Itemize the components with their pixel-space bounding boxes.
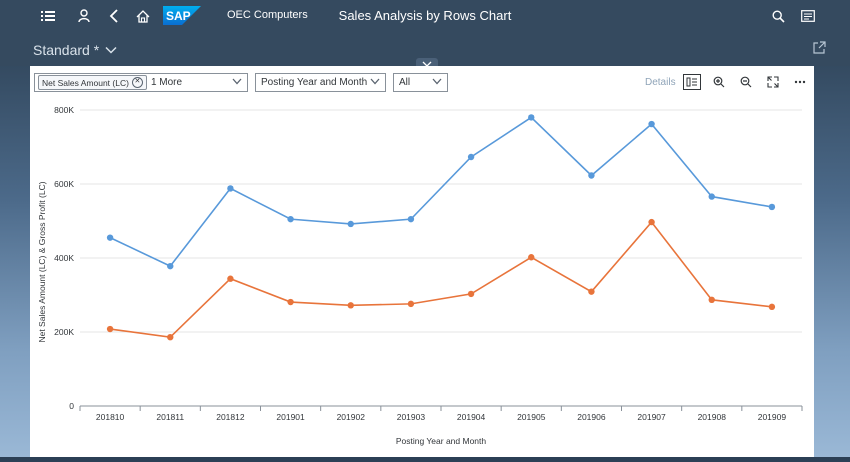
variant-selector[interactable]: Standard *: [33, 42, 117, 58]
data-point: [768, 203, 776, 211]
series-line-1: [109, 116, 773, 268]
x-tick-label: 201906: [577, 412, 606, 422]
data-point: [347, 302, 354, 309]
menu-icon[interactable]: [40, 8, 56, 24]
sap-logo[interactable]: SAP: [163, 6, 201, 25]
company-name: OEC Computers: [227, 9, 308, 21]
data-point: [768, 303, 776, 311]
data-point: [528, 254, 535, 261]
chart-svg: 0 200K 400K 600K 800K 201810 201811 201812 20190…: [37, 105, 803, 446]
data-point: [648, 120, 655, 128]
y-tick-label: 800K: [54, 105, 74, 115]
chevron-down-icon[interactable]: [370, 78, 380, 85]
fullscreen-icon[interactable]: [765, 74, 781, 90]
x-tick-label: 201811: [156, 412, 184, 422]
y-axis-title: Net Sales Amount (LC) & Gross Profit (LC…: [37, 181, 47, 342]
data-point: [467, 153, 475, 161]
dimension-select[interactable]: Posting Year and Month: [255, 73, 386, 92]
back-icon[interactable]: [106, 8, 122, 24]
x-tick-label: 201812: [216, 412, 245, 422]
more-options-icon[interactable]: [792, 74, 808, 90]
data-point: [588, 288, 595, 295]
more-count: 1 More: [150, 77, 183, 88]
y-tick-label: 0: [69, 401, 74, 411]
measures-multiselect[interactable]: Net Sales Amount (LC) ✕ 1 More: [34, 73, 248, 92]
measure-token-label: Net Sales Amount (LC): [42, 77, 129, 88]
y-tick-label: 200K: [54, 327, 74, 337]
svg-text:SAP: SAP: [166, 9, 191, 23]
chevron-down-icon[interactable]: [432, 78, 442, 85]
chart-toolbar: Net Sales Amount (LC) ✕ 1 More Posting Y…: [30, 66, 814, 98]
data-point: [167, 262, 174, 270]
data-point: [708, 296, 715, 304]
dimension-value: Posting Year and Month: [261, 77, 368, 88]
data-point: [407, 300, 415, 308]
data-point: [106, 234, 114, 241]
chevron-down-icon[interactable]: [232, 78, 242, 85]
x-tick-label: 201907: [637, 412, 666, 422]
app-title[interactable]: Sales Analysis by Rows Chart: [338, 8, 512, 23]
notifications-icon[interactable]: [800, 8, 816, 24]
chart-card: Net Sales Amount (LC) ✕ 1 More Posting Y…: [30, 66, 814, 457]
zoom-in-icon[interactable]: [711, 74, 727, 90]
data-point: [528, 114, 535, 121]
user-icon[interactable]: [76, 8, 92, 24]
data-point: [708, 193, 715, 200]
x-tick-label: 201905: [517, 412, 546, 422]
x-tick-label: 201810: [96, 412, 125, 422]
x-tick-label: 201909: [758, 412, 787, 422]
data-point: [167, 333, 174, 341]
remove-token-icon[interactable]: ✕: [131, 77, 143, 88]
x-tick-label: 201903: [397, 412, 426, 422]
x-axis-title: Posting Year and Month: [396, 436, 487, 446]
filter-select[interactable]: All: [393, 73, 448, 92]
details-button[interactable]: Details: [645, 77, 676, 88]
variant-name: Standard *: [33, 42, 100, 58]
zoom-out-icon[interactable]: [738, 74, 754, 90]
filter-value: All: [399, 77, 411, 88]
series-line-2: [109, 220, 773, 339]
x-tick-label: 201904: [457, 412, 486, 422]
data-point: [648, 218, 655, 226]
data-point: [106, 325, 114, 333]
data-point: [467, 290, 475, 298]
legend-toggle-icon[interactable]: [683, 74, 701, 90]
data-point: [588, 172, 595, 179]
x-tick-label: 201901: [276, 412, 305, 422]
share-icon[interactable]: [813, 41, 826, 59]
x-tick-label: 201908: [698, 412, 727, 422]
data-point: [407, 215, 415, 223]
y-tick-label: 400K: [54, 253, 74, 263]
chevron-down-icon: [105, 46, 117, 54]
data-point: [347, 220, 354, 228]
x-tick-label: 201902: [337, 412, 366, 422]
data-point: [287, 215, 294, 223]
shell-bar: SAP OEC Computers Sales Analysis by Rows…: [0, 0, 850, 32]
data-point: [227, 275, 234, 282]
y-tick-label: 600K: [54, 179, 74, 189]
home-icon[interactable]: [135, 8, 151, 24]
data-point: [287, 298, 294, 306]
line-chart: 0 200K 400K 600K 800K 201810 201811 201812 20190…: [30, 98, 814, 457]
measure-token[interactable]: Net Sales Amount (LC) ✕: [38, 75, 147, 90]
data-point: [227, 185, 234, 192]
search-icon[interactable]: [770, 8, 786, 24]
